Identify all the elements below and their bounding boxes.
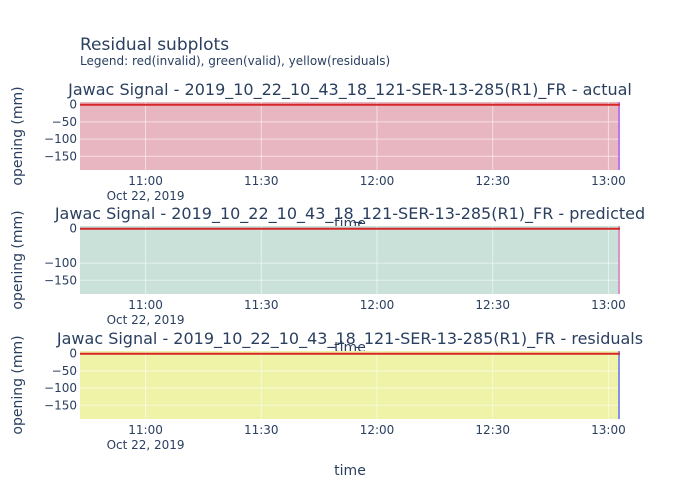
x-tick-label: 11:00 [128,174,163,188]
x-tick-label: 12:30 [475,423,510,437]
figure-title: Residual subplots [80,35,229,55]
subplot-1: 0 −50 −100 −150 11:00 11:30 12:00 12:30 13:00 Oct… [10,80,632,232]
y-tick-label: 0 [69,347,77,361]
x-tick-label: 11:00 [128,423,163,437]
plot-area-fill [80,226,620,294]
plot-area-fill [80,102,620,170]
y-tick-label: 0 [69,98,77,112]
y-axis-label: opening (mm) [10,210,26,309]
y-tick-label: −150 [44,273,77,287]
x-tick-label: 13:00 [591,423,626,437]
x-tick-label: 12:00 [360,174,395,188]
subplot-3: 0 −50 −100 −150 11:00 11:30 12:00 12:30 13:00 Oct… [10,329,643,479]
plot-area-fill [80,351,620,419]
y-tick-label: 0 [69,222,77,236]
y-tick-label: −50 [52,364,77,378]
x-tick-label: 11:30 [244,423,279,437]
subplot-title: Jawac Signal - 2019_10_22_10_43_18_121-S… [67,80,632,100]
x-tick-date: Oct 22, 2019 [107,313,185,327]
x-tick-label: 12:00 [360,423,395,437]
y-axis-label: opening (mm) [10,86,26,185]
y-tick-label: −150 [44,398,77,412]
x-tick-label: 12:30 [475,298,510,312]
x-tick-label: 11:30 [244,298,279,312]
subplot-title: Jawac Signal - 2019_10_22_10_43_18_121-S… [54,204,645,224]
x-tick-label: 11:00 [128,298,163,312]
x-axis-label: time [334,463,366,479]
y-tick-label: −100 [44,132,77,146]
subplot-title: Jawac Signal - 2019_10_22_10_43_18_121-S… [56,329,643,349]
x-tick-date: Oct 22, 2019 [107,438,185,452]
figure-subtitle: Legend: red(invalid), green(valid), yell… [80,54,390,68]
x-tick-date: Oct 22, 2019 [107,189,185,203]
y-tick-label: −100 [44,381,77,395]
x-tick-label: 13:00 [591,298,626,312]
y-tick-label: −100 [44,256,77,270]
x-tick-label: 12:30 [475,174,510,188]
subplot-2: 0 −100 −150 11:00 11:30 12:00 12:30 13:00 Oct 22… [10,204,645,356]
x-tick-label: 13:00 [591,174,626,188]
y-axis-label: opening (mm) [10,335,26,434]
y-tick-label: −150 [44,149,77,163]
x-tick-label: 12:00 [360,298,395,312]
x-tick-label: 11:30 [244,174,279,188]
y-tick-label: −50 [52,115,77,129]
